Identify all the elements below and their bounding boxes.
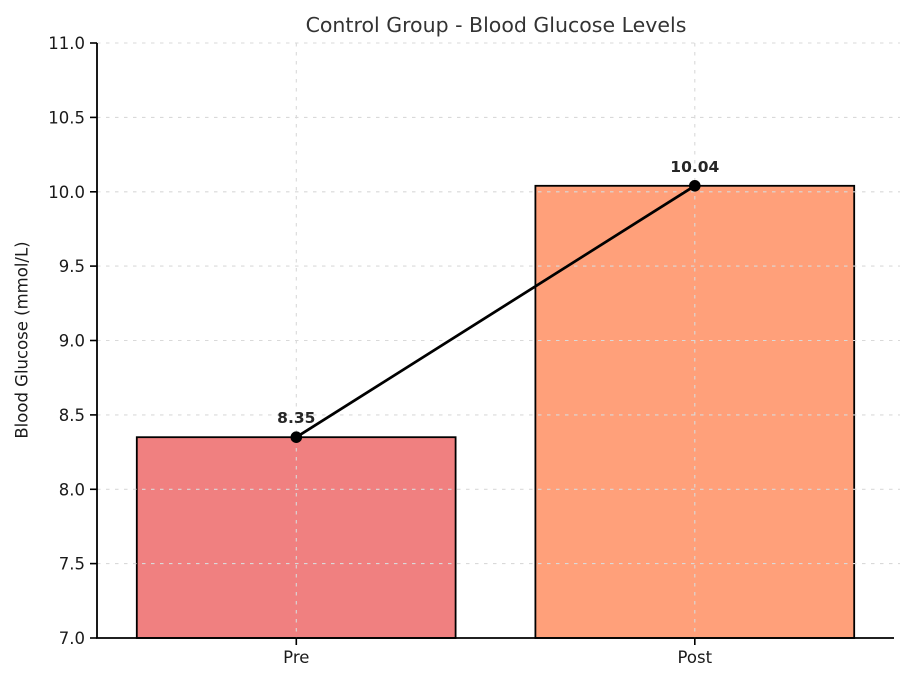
y-tick-label: 9.5 bbox=[59, 257, 85, 276]
x-tick-label: Post bbox=[678, 648, 713, 667]
y-tick-label: 10.5 bbox=[48, 108, 85, 127]
data-point-marker bbox=[689, 180, 701, 192]
chart-title: Control Group - Blood Glucose Levels bbox=[305, 13, 687, 37]
y-tick-label: 10.0 bbox=[48, 183, 85, 202]
value-label: 8.35 bbox=[277, 409, 315, 427]
y-tick-label: 7.5 bbox=[59, 555, 85, 574]
y-tick-label: 8.0 bbox=[59, 480, 85, 499]
y-tick-label: 9.0 bbox=[59, 332, 85, 351]
bar-pre bbox=[135, 436, 457, 639]
y-tick-label: 7.0 bbox=[59, 629, 85, 648]
y-tick-label: 11.0 bbox=[48, 34, 85, 53]
x-tick-label: Pre bbox=[283, 648, 309, 667]
bar-post bbox=[534, 184, 856, 639]
connector-line bbox=[295, 184, 696, 439]
value-label: 10.04 bbox=[670, 158, 719, 176]
data-point-marker bbox=[290, 431, 303, 444]
y-tick-label: 8.5 bbox=[59, 406, 85, 425]
